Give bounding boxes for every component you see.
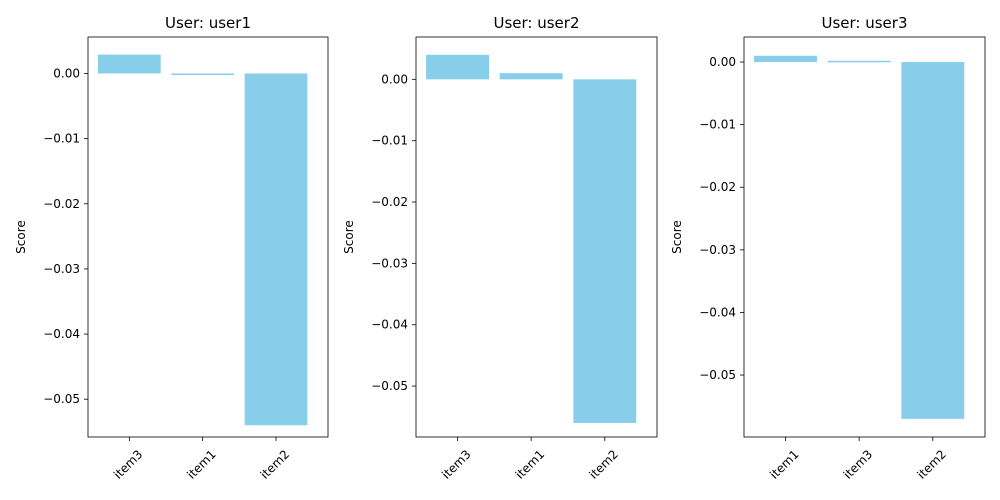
axes-frame: [415, 36, 658, 438]
bar-item2: [573, 79, 637, 423]
x-tick-label: item1: [767, 447, 801, 481]
y-tick-label: 0.00: [709, 55, 736, 69]
y-axis-label: Score: [670, 220, 684, 254]
y-tick-label: −0.05: [699, 368, 736, 382]
chart-title: User: user1: [165, 14, 251, 32]
axes-frame: [87, 36, 329, 438]
bar-item2: [244, 73, 308, 426]
y-tick-label: −0.05: [43, 392, 80, 406]
y-tick-label: 0.00: [53, 66, 80, 80]
bar-item3: [98, 54, 161, 74]
y-tick-label: −0.04: [699, 305, 736, 319]
axes-frame: [743, 36, 986, 438]
y-tick-label: −0.03: [43, 262, 80, 276]
x-tick-label: item2: [914, 447, 948, 481]
x-tick-label: item1: [513, 447, 547, 481]
y-tick-label: −0.01: [699, 118, 736, 132]
y-tick-label: −0.01: [43, 132, 80, 146]
bar-item2: [901, 62, 965, 419]
y-axis-label: Score: [14, 220, 28, 254]
bar-item1: [499, 73, 563, 80]
y-tick-label: −0.02: [699, 180, 736, 194]
bar-item1: [171, 73, 234, 75]
y-tick-label: −0.04: [371, 318, 408, 332]
x-tick-label: item2: [586, 447, 620, 481]
y-tick-label: −0.04: [43, 327, 80, 341]
chart-panel-2: item3 item1 item2 0.00 −0.01 −0.02 −0.03 −0.04 −…: [342, 14, 658, 482]
y-axis-label: Score: [342, 220, 356, 254]
bar-item3: [827, 60, 891, 63]
chart-title: User: user2: [493, 14, 579, 32]
y-tick-label: −0.05: [371, 379, 408, 393]
x-tick-label: item3: [111, 447, 145, 481]
y-tick-label: 0.00: [381, 72, 408, 86]
x-tick-label: item2: [258, 447, 292, 481]
x-tick-label: item3: [841, 447, 875, 481]
y-tick-label: −0.01: [371, 134, 408, 148]
x-tick-label: item1: [184, 447, 218, 481]
y-tick-label: −0.02: [43, 197, 80, 211]
chart-panel-1: item3 item1 item2 0.00 −0.01 −0.02 −0.03 −0.04 −…: [14, 14, 329, 482]
bar-item1: [754, 55, 817, 63]
chart-title: User: user3: [821, 14, 907, 32]
chart-panel-3: item1 item3 item2 0.00 −0.01 −0.02 −0.03 −0.04 −…: [670, 14, 986, 482]
x-tick-label: item3: [439, 447, 473, 481]
y-tick-label: −0.02: [371, 195, 408, 209]
y-tick-label: −0.03: [371, 256, 408, 270]
y-tick-label: −0.03: [699, 243, 736, 257]
bar-item3: [426, 54, 489, 80]
